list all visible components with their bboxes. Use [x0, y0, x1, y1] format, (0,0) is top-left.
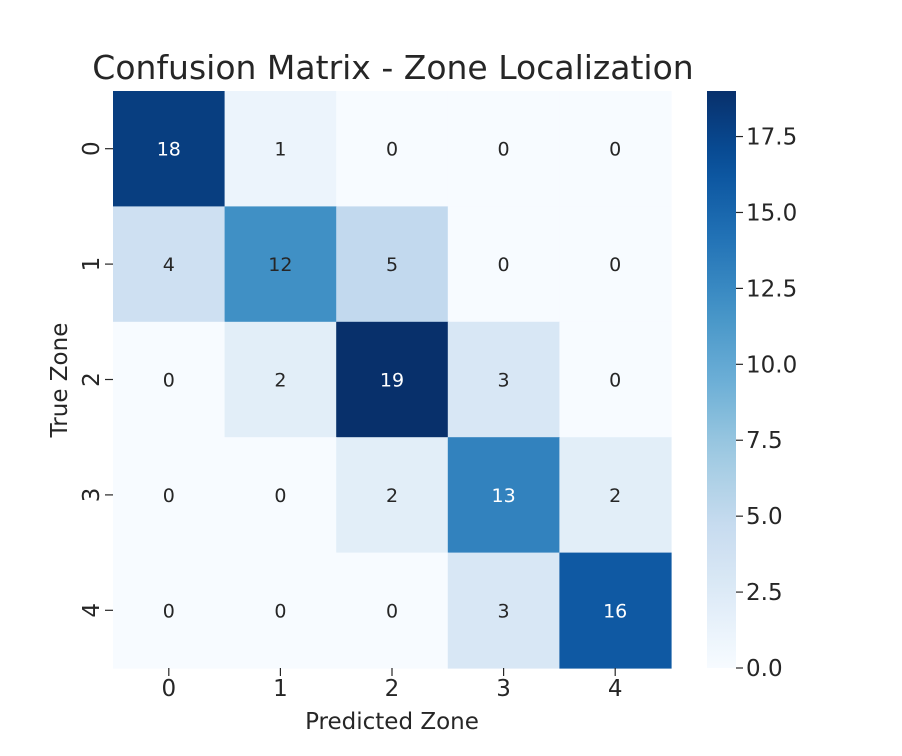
cell-value-label-4-0: 0: [163, 600, 175, 622]
heatmap-cell-2-3: [447, 321, 560, 438]
heatmap-cell-1-2: [336, 206, 449, 323]
heatmap-cell-4-2: [336, 552, 449, 669]
heatmap-cell-4-3: [447, 552, 560, 669]
cell-value-label-2-4: 0: [609, 370, 621, 392]
colorbar-tick-label-5: 12.5: [746, 276, 797, 302]
heatmap-cell-2-4: [559, 321, 672, 438]
colorbar-tick-label-1: 2.5: [746, 580, 783, 606]
cell-value-label-3-2: 2: [386, 485, 398, 507]
cell-value-label-0-0: 18: [157, 139, 181, 161]
heatmap-cell-4-0: [113, 552, 226, 669]
heatmap-cell-3-3: [447, 437, 560, 554]
cell-value-label-3-1: 0: [274, 485, 286, 507]
cell-value-label-4-1: 0: [274, 600, 286, 622]
x-tick-label-2: 2: [385, 676, 400, 702]
heatmap-cell-0-2: [336, 91, 449, 207]
heatmap-cell-2-1: [224, 321, 337, 438]
cell-value-label-1-3: 0: [498, 254, 510, 276]
y-tick-label-1: 1: [79, 257, 105, 272]
cell-value-label-2-3: 3: [498, 370, 510, 392]
cell-value-label-3-0: 0: [163, 485, 175, 507]
chart-title: Confusion Matrix - Zone Localization: [92, 48, 693, 87]
heatmap-cell-4-1: [224, 552, 337, 669]
cell-value-label-2-2: 19: [380, 370, 404, 392]
x-tick-label-0: 0: [161, 676, 176, 702]
cell-value-label-4-2: 0: [386, 600, 398, 622]
x-tick-label-3: 3: [496, 676, 511, 702]
x-axis-label: Predicted Zone: [305, 709, 479, 735]
cell-value-label-0-2: 0: [386, 139, 398, 161]
colorbar-tick-label-7: 17.5: [746, 125, 797, 151]
heatmap-cells: [113, 91, 672, 669]
cell-value-label-1-2: 5: [386, 254, 398, 276]
colorbar: 0.0 2.5 5.0 7.5 10.0 12.5 15.0 17.5: [707, 91, 797, 682]
y-tick-label-3: 3: [79, 488, 105, 503]
x-tick-label-1: 1: [273, 676, 288, 702]
heatmap-cell-3-2: [336, 437, 449, 554]
heatmap-cell-0-0: [113, 91, 226, 207]
y-tick-label-4: 4: [79, 603, 105, 618]
y-axis: 0 1 2 3 4: [79, 141, 113, 618]
cell-value-label-4-3: 3: [498, 600, 510, 622]
cell-value-label-2-0: 0: [163, 370, 175, 392]
colorbar-gradient: [707, 91, 736, 668]
cell-value-label-1-4: 0: [609, 254, 621, 276]
cell-value-label-0-3: 0: [498, 139, 510, 161]
colorbar-tick-label-2: 5.0: [746, 504, 783, 530]
colorbar-tick-label-4: 10.0: [746, 352, 797, 378]
heatmap-cell-2-0: [113, 321, 226, 438]
colorbar-tick-label-3: 7.5: [746, 428, 783, 454]
cell-value-label-0-1: 1: [274, 139, 286, 161]
colorbar-tick-label-0: 0.0: [746, 656, 783, 682]
x-tick-label-4: 4: [608, 676, 623, 702]
y-axis-label: True Zone: [47, 323, 73, 439]
heatmap-cell-0-1: [224, 91, 337, 207]
cell-value-label-4-4: 16: [603, 600, 627, 622]
heatmap-cell-1-4: [559, 206, 672, 323]
cell-value-label-2-1: 2: [274, 370, 286, 392]
heatmap-cell-0-4: [559, 91, 672, 207]
heatmap-cell-1-1: [224, 206, 337, 323]
y-tick-label-0: 0: [79, 141, 105, 156]
heatmap-cell-3-0: [113, 437, 226, 554]
heatmap-cell-1-0: [113, 206, 226, 323]
colorbar-tick-label-6: 15.0: [746, 200, 797, 226]
cell-value-label-3-3: 13: [492, 485, 516, 507]
heatmap-cell-2-2: [336, 321, 449, 438]
heatmap-cell-4-4: [559, 552, 672, 669]
heatmap-cell-1-3: [447, 206, 560, 323]
cell-value-labels: 18 1 0 0 0 4 12 5 0 0 0 2 19 3 0 0 0 2 13 2 0 0 0 3 16: [157, 139, 628, 623]
heatmap-cell-3-1: [224, 437, 337, 554]
y-tick-label-2: 2: [79, 372, 105, 387]
cell-value-label-1-1: 12: [268, 254, 292, 276]
cell-value-label-3-4: 2: [609, 485, 621, 507]
heatmap-cell-3-4: [559, 437, 672, 554]
cell-value-label-1-0: 4: [163, 254, 175, 276]
cell-value-label-0-4: 0: [609, 139, 621, 161]
x-axis: 0 1 2 3 4: [161, 668, 623, 702]
heatmap-cell-0-3: [447, 91, 560, 207]
